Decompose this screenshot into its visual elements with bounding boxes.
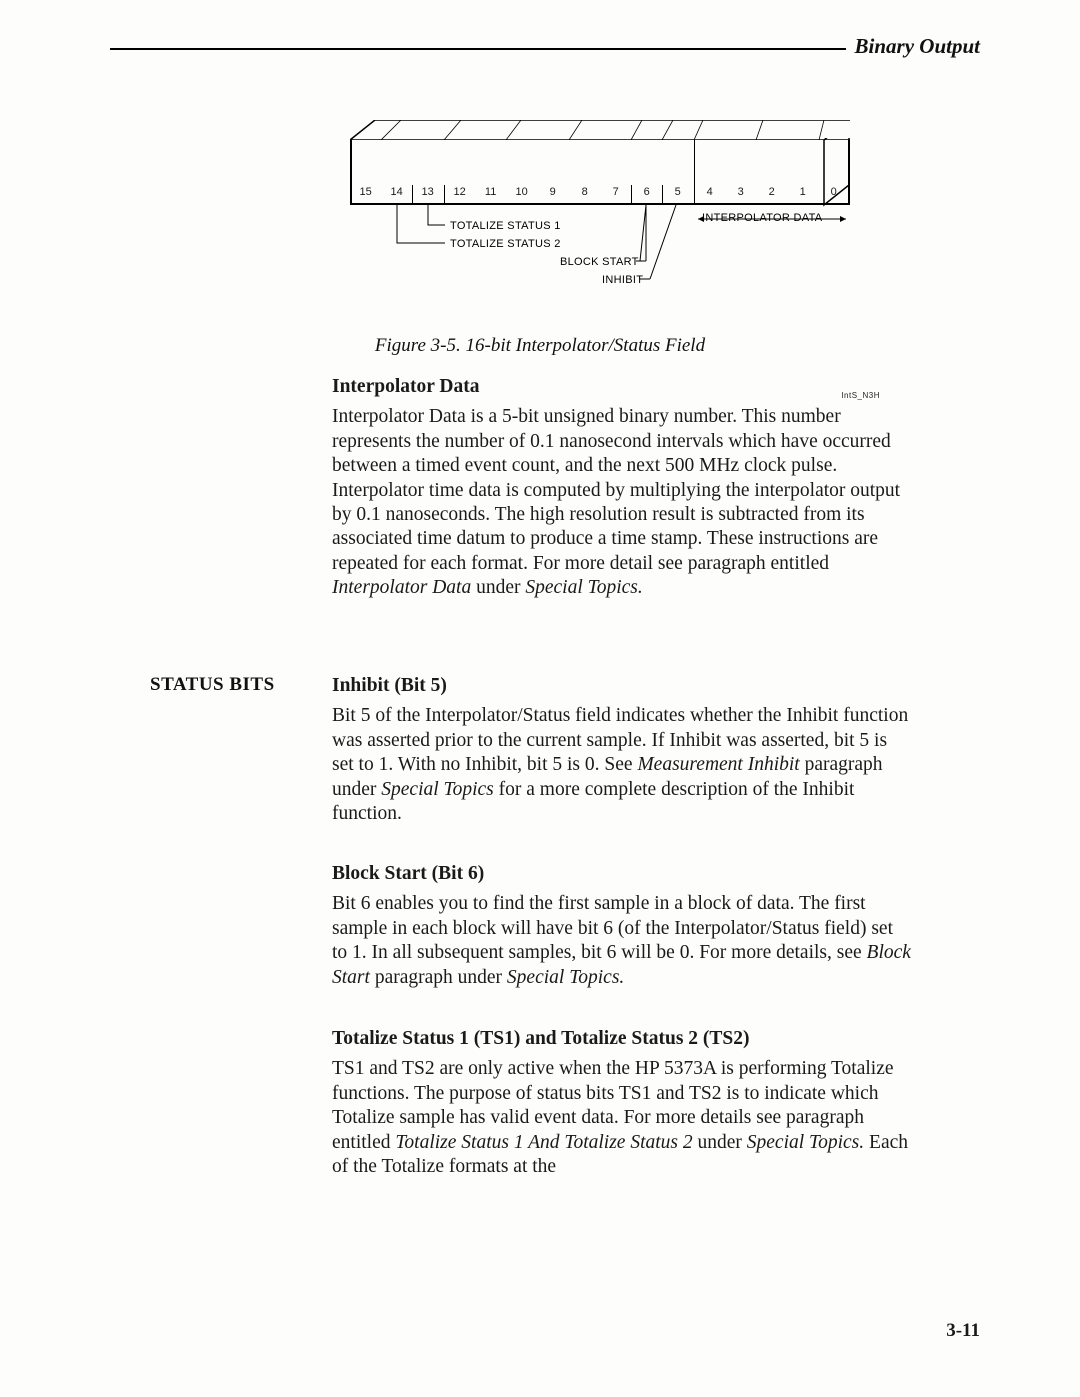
side-label-status-bits: STATUS BITS xyxy=(150,674,320,696)
para-totalize: TS1 and TS2 are only active when the HP … xyxy=(332,1057,912,1179)
label-inhibit: INHIBIT xyxy=(602,274,643,286)
heading-totalize: Totalize Status 1 (TS1) and Totalize Sta… xyxy=(332,1027,912,1051)
label-block-start: BLOCK START xyxy=(560,256,639,268)
page-number: 3-11 xyxy=(946,1320,980,1342)
heading-block-start: Block Start (Bit 6) xyxy=(332,862,912,886)
heading-interpolator-data: Interpolator Data xyxy=(332,375,912,399)
bitfield-3d-top xyxy=(350,120,850,140)
para-inhibit: Bit 5 of the Interpolator/Status field i… xyxy=(332,704,912,826)
figure-caption: Figure 3-5. 16-bit Interpolator/Status F… xyxy=(0,335,1080,357)
label-interp-data: INTERPOLATOR DATA xyxy=(702,212,822,224)
heading-inhibit: Inhibit (Bit 5) xyxy=(332,674,912,698)
label-ts1: TOTALIZE STATUS 1 xyxy=(450,220,561,232)
section-interpolator-data: Interpolator Data Interpolator Data is a… xyxy=(332,375,912,614)
label-ts2: TOTALIZE STATUS 2 xyxy=(450,238,561,250)
section-inhibit: Inhibit (Bit 5) Bit 5 of the Interpolato… xyxy=(332,674,912,840)
para-interpolator-data: Interpolator Data is a 5-bit unsigned bi… xyxy=(332,405,912,600)
bitfield-figure: 15 14 13 12 11 10 9 8 7 6 5 4 3 2 1 0 xyxy=(350,120,860,300)
section-block-start: Block Start (Bit 6) Bit 6 enables you to… xyxy=(332,862,912,1004)
header-rule xyxy=(110,48,846,50)
section-totalize: Totalize Status 1 (TS1) and Totalize Sta… xyxy=(332,1027,912,1193)
para-block-start: Bit 6 enables you to find the first samp… xyxy=(332,892,912,990)
header-title: Binary Output xyxy=(855,34,980,59)
